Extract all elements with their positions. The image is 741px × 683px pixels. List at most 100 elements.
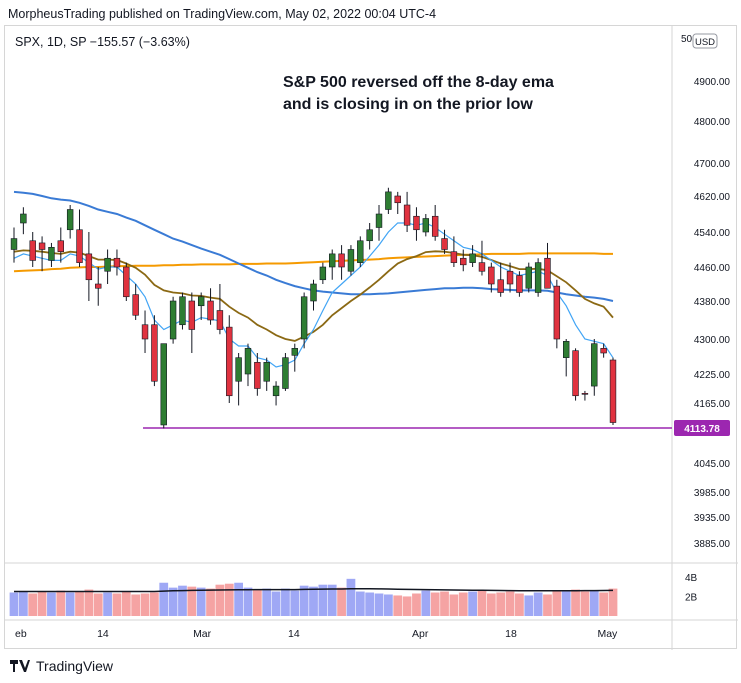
- candle-body[interactable]: [544, 257, 551, 289]
- candle-body[interactable]: [10, 238, 18, 250]
- candle-body[interactable]: [95, 283, 102, 289]
- candle-body[interactable]: [104, 257, 111, 272]
- candle-body[interactable]: [132, 294, 139, 316]
- candle-body[interactable]: [310, 283, 317, 302]
- volume-bar[interactable]: [252, 589, 262, 616]
- volume-bar[interactable]: [365, 592, 375, 616]
- volume-bar[interactable]: [515, 593, 524, 617]
- candle-body[interactable]: [338, 253, 345, 268]
- volume-bar[interactable]: [458, 592, 468, 616]
- volume-bar[interactable]: [337, 587, 346, 616]
- candle-body[interactable]: [600, 348, 607, 354]
- candle-body[interactable]: [441, 238, 448, 250]
- volume-bar[interactable]: [589, 590, 599, 616]
- volume-bar[interactable]: [224, 583, 234, 616]
- volume-bar[interactable]: [290, 590, 300, 616]
- volume-bar[interactable]: [561, 591, 571, 616]
- candle-body[interactable]: [141, 324, 149, 340]
- candle-body[interactable]: [525, 266, 532, 289]
- volume-bar[interactable]: [103, 592, 112, 616]
- volume-bar[interactable]: [168, 587, 178, 616]
- candle-body[interactable]: [113, 257, 121, 268]
- candle-body[interactable]: [151, 324, 158, 382]
- volume-bar[interactable]: [309, 586, 318, 616]
- volume-bar[interactable]: [402, 596, 412, 616]
- candle-body[interactable]: [319, 266, 327, 281]
- volume-bar[interactable]: [327, 584, 337, 616]
- candle-body[interactable]: [609, 359, 617, 423]
- volume-bar[interactable]: [187, 586, 197, 616]
- candle-body[interactable]: [516, 275, 523, 293]
- candle-body[interactable]: [188, 300, 196, 330]
- candle-body[interactable]: [581, 393, 589, 395]
- candle-body[interactable]: [216, 310, 224, 330]
- candle-body[interactable]: [85, 253, 93, 281]
- volume-bar[interactable]: [65, 592, 75, 616]
- candle-body[interactable]: [572, 350, 579, 397]
- tradingview-footer[interactable]: TradingView: [10, 658, 113, 674]
- chart-frame[interactable]: SPX, 1D, SP −155.57 (−3.63%) S&P 500 reve…: [4, 25, 738, 650]
- volume-bar[interactable]: [430, 592, 440, 616]
- candle-body[interactable]: [57, 240, 64, 252]
- volume-bar[interactable]: [393, 595, 403, 616]
- candle-body[interactable]: [66, 209, 74, 231]
- spx-daily-chart[interactable]: SPX, 1D, SP −155.57 (−3.63%) S&P 500 reve…: [5, 26, 738, 650]
- volume-bar[interactable]: [580, 591, 590, 616]
- volume-bar[interactable]: [552, 590, 562, 616]
- volume-bar[interactable]: [524, 595, 534, 616]
- candle-body[interactable]: [366, 229, 373, 242]
- candle-body[interactable]: [553, 285, 561, 340]
- volume-bar[interactable]: [608, 588, 618, 616]
- volume-bar[interactable]: [412, 593, 421, 617]
- candle-body[interactable]: [300, 296, 308, 340]
- volume-bar[interactable]: [206, 588, 215, 616]
- volume-bar[interactable]: [543, 594, 552, 616]
- candle-body[interactable]: [207, 300, 214, 321]
- volume-bar[interactable]: [243, 587, 253, 616]
- volume-bar[interactable]: [37, 591, 47, 616]
- candle-body[interactable]: [179, 296, 186, 326]
- volume-bar[interactable]: [374, 593, 384, 617]
- volume-bar[interactable]: [449, 594, 459, 616]
- candle-body[interactable]: [534, 262, 542, 293]
- candle-body[interactable]: [123, 266, 130, 298]
- volume-bar[interactable]: [477, 590, 487, 616]
- volume-bar[interactable]: [75, 591, 84, 616]
- volume-bar[interactable]: [84, 589, 94, 616]
- candle-body[interactable]: [20, 213, 27, 224]
- volume-bar[interactable]: [421, 590, 431, 616]
- candle-body[interactable]: [244, 348, 252, 375]
- candle-body[interactable]: [272, 385, 280, 397]
- currency-badge[interactable]: [692, 33, 718, 49]
- volume-bar[interactable]: [505, 591, 515, 616]
- candle-body[interactable]: [497, 279, 504, 293]
- candle-body[interactable]: [329, 253, 336, 268]
- volume-bar[interactable]: [9, 592, 19, 616]
- volume-bar[interactable]: [355, 591, 365, 616]
- volume-bar[interactable]: [28, 593, 38, 617]
- volume-bar[interactable]: [178, 585, 187, 616]
- candle-body[interactable]: [506, 270, 514, 285]
- volume-bar[interactable]: [281, 588, 290, 616]
- candle-body[interactable]: [76, 229, 83, 263]
- volume-bar[interactable]: [93, 593, 103, 617]
- volume-bar[interactable]: [468, 591, 477, 616]
- candle-body[interactable]: [403, 204, 411, 226]
- candle-body[interactable]: [38, 242, 46, 250]
- candle-body[interactable]: [235, 357, 242, 382]
- volume-bar[interactable]: [159, 582, 169, 616]
- candle-body[interactable]: [226, 326, 233, 397]
- volume-bar[interactable]: [496, 592, 506, 616]
- candle-body[interactable]: [469, 253, 476, 263]
- candle-body[interactable]: [197, 296, 205, 307]
- volume-bar[interactable]: [18, 591, 28, 616]
- volume-bar[interactable]: [318, 584, 328, 616]
- volume-bar[interactable]: [599, 592, 609, 616]
- candle-body[interactable]: [29, 240, 36, 261]
- volume-bar[interactable]: [533, 592, 543, 616]
- candle-body[interactable]: [357, 240, 364, 263]
- volume-bar[interactable]: [150, 592, 159, 616]
- candle-body[interactable]: [375, 213, 383, 228]
- candle-body[interactable]: [347, 249, 355, 272]
- candle-body[interactable]: [460, 257, 467, 266]
